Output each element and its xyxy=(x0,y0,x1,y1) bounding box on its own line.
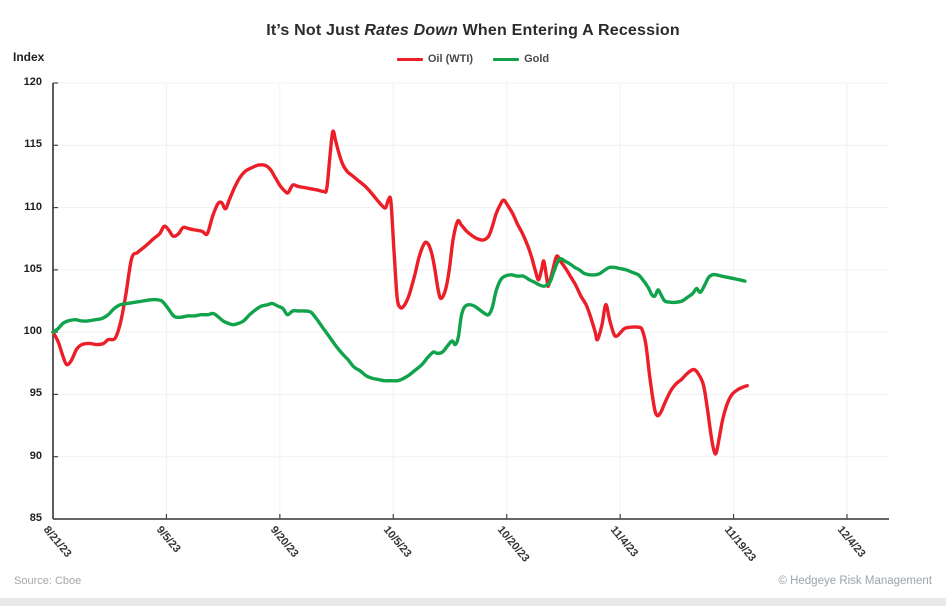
legend-item: Gold xyxy=(493,53,549,65)
y-tick-label: 100 xyxy=(23,325,42,338)
y-axis-title: Index xyxy=(13,50,45,64)
series-line-gold xyxy=(51,256,747,383)
y-tick-label: 120 xyxy=(23,76,42,88)
title-italic: Rates Down xyxy=(364,22,458,39)
y-tick-label: 105 xyxy=(23,262,42,275)
legend-item: Oil (WTI) xyxy=(396,53,474,65)
y-tick-label: 90 xyxy=(29,449,42,462)
copyright-note: © Hedgeye Risk Management xyxy=(778,575,932,587)
legend-label: Oil (WTI) xyxy=(427,53,474,65)
chart-title: It’s Not Just Rates Down When Entering A… xyxy=(0,22,946,40)
series-line-oil-wti xyxy=(51,129,749,456)
y-tick-label: 110 xyxy=(24,200,42,213)
legend-swatch-icon xyxy=(396,57,423,61)
legend-swatch-icon xyxy=(493,57,520,61)
bottom-edge-strip xyxy=(0,598,946,606)
title-suffix: When Entering A Recession xyxy=(457,22,680,39)
chart-legend: Oil (WTI) Gold xyxy=(0,53,946,65)
y-tick-label: 95 xyxy=(29,387,42,400)
y-tick-label: 115 xyxy=(24,138,42,151)
source-note: Source: Cboe xyxy=(14,575,82,587)
title-prefix: It’s Not Just xyxy=(266,22,365,39)
legend-label: Gold xyxy=(524,53,550,65)
y-tick-label: 85 xyxy=(29,512,42,524)
